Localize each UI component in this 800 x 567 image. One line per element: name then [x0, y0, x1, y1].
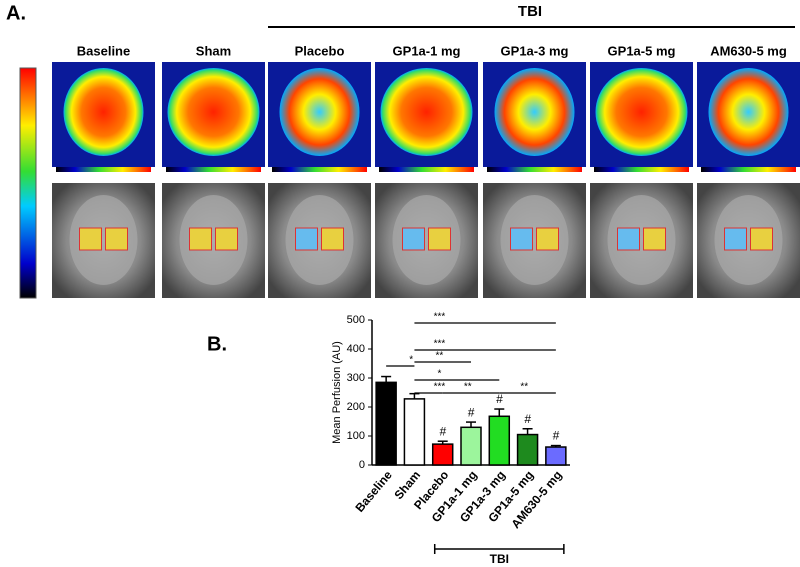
- panel-label: B.: [207, 333, 227, 355]
- x-tick-label: Baseline: [352, 468, 395, 515]
- y-tick-label: 500: [347, 314, 365, 326]
- significance-label: ***: [434, 339, 446, 350]
- bar: [403, 398, 426, 466]
- roi: [750, 227, 773, 251]
- y-tick-label: 0: [359, 459, 365, 471]
- skull: [392, 195, 461, 285]
- column-title: GP1a-1 mg: [393, 43, 461, 58]
- column-title: GP1a-3 mg: [501, 43, 569, 58]
- y-tick-label: 100: [347, 430, 365, 442]
- column-title: GP1a-5 mg: [608, 43, 676, 58]
- roi: [79, 227, 102, 251]
- color-scale: [19, 67, 37, 299]
- roi: [215, 227, 238, 251]
- panel-label: A.: [6, 2, 26, 24]
- roi: [724, 227, 747, 251]
- map-scale: [701, 167, 796, 172]
- skull: [607, 195, 676, 285]
- map-scale: [487, 167, 582, 172]
- hash-mark: #: [468, 405, 475, 419]
- y-tick-label: 200: [347, 401, 365, 413]
- roi: [189, 227, 212, 251]
- perfusion-region: [380, 68, 473, 156]
- column-title: Placebo: [295, 43, 345, 58]
- skull: [179, 195, 248, 285]
- y-tick-label: 400: [347, 343, 365, 355]
- skull: [285, 195, 354, 285]
- hash-mark: #: [524, 412, 531, 426]
- bar: [460, 426, 482, 466]
- hash-mark: #: [496, 392, 503, 406]
- perfusion-region: [279, 68, 360, 156]
- column-title: Baseline: [77, 43, 130, 58]
- perfusion-region: [595, 68, 688, 156]
- roi: [321, 227, 344, 251]
- roi: [643, 227, 666, 251]
- perfusion-region: [708, 68, 789, 156]
- significance-label: **: [520, 382, 528, 393]
- column-title: AM630-5 mg: [710, 43, 787, 58]
- significance-label: ***: [434, 382, 446, 393]
- roi: [536, 227, 559, 251]
- hash-mark: #: [439, 424, 446, 438]
- hash-mark: #: [553, 429, 560, 443]
- roi: [295, 227, 318, 251]
- perfusion-region: [494, 68, 575, 156]
- bar-chart: B. Mean Perfusion (AU) 0 100 200 300 400 500 Bas…: [207, 312, 570, 566]
- skull: [500, 195, 569, 285]
- y-axis-label: Mean Perfusion (AU): [331, 341, 343, 444]
- image-grid: Baseline Sham Placebo GP1a-1 mg GP1a-3 mg GP1…: [52, 43, 800, 298]
- map-scale: [594, 167, 689, 172]
- bar: [431, 443, 454, 466]
- map-scale: [272, 167, 367, 172]
- bar: [545, 446, 567, 466]
- significance-label: *: [437, 369, 441, 380]
- roi: [617, 227, 640, 251]
- bar: [375, 381, 397, 466]
- map-scale: [56, 167, 151, 172]
- group-label: TBI: [490, 552, 509, 566]
- roi: [428, 227, 451, 251]
- significance-label: *: [409, 355, 413, 366]
- roi: [105, 227, 128, 251]
- bar: [516, 433, 539, 466]
- skull: [69, 195, 138, 285]
- significance-label: ***: [434, 312, 446, 323]
- roi: [402, 227, 425, 251]
- roi: [510, 227, 533, 251]
- significance-label: **: [436, 351, 444, 362]
- map-scale: [166, 167, 261, 172]
- column-title: Sham: [196, 43, 231, 58]
- y-tick-label: 300: [347, 372, 365, 384]
- skull: [714, 195, 783, 285]
- perfusion-region: [167, 68, 260, 156]
- map-scale: [379, 167, 474, 172]
- bar: [488, 415, 511, 466]
- perfusion-region: [63, 68, 144, 156]
- significance-label: **: [464, 382, 472, 393]
- group-label: TBI: [518, 3, 542, 20]
